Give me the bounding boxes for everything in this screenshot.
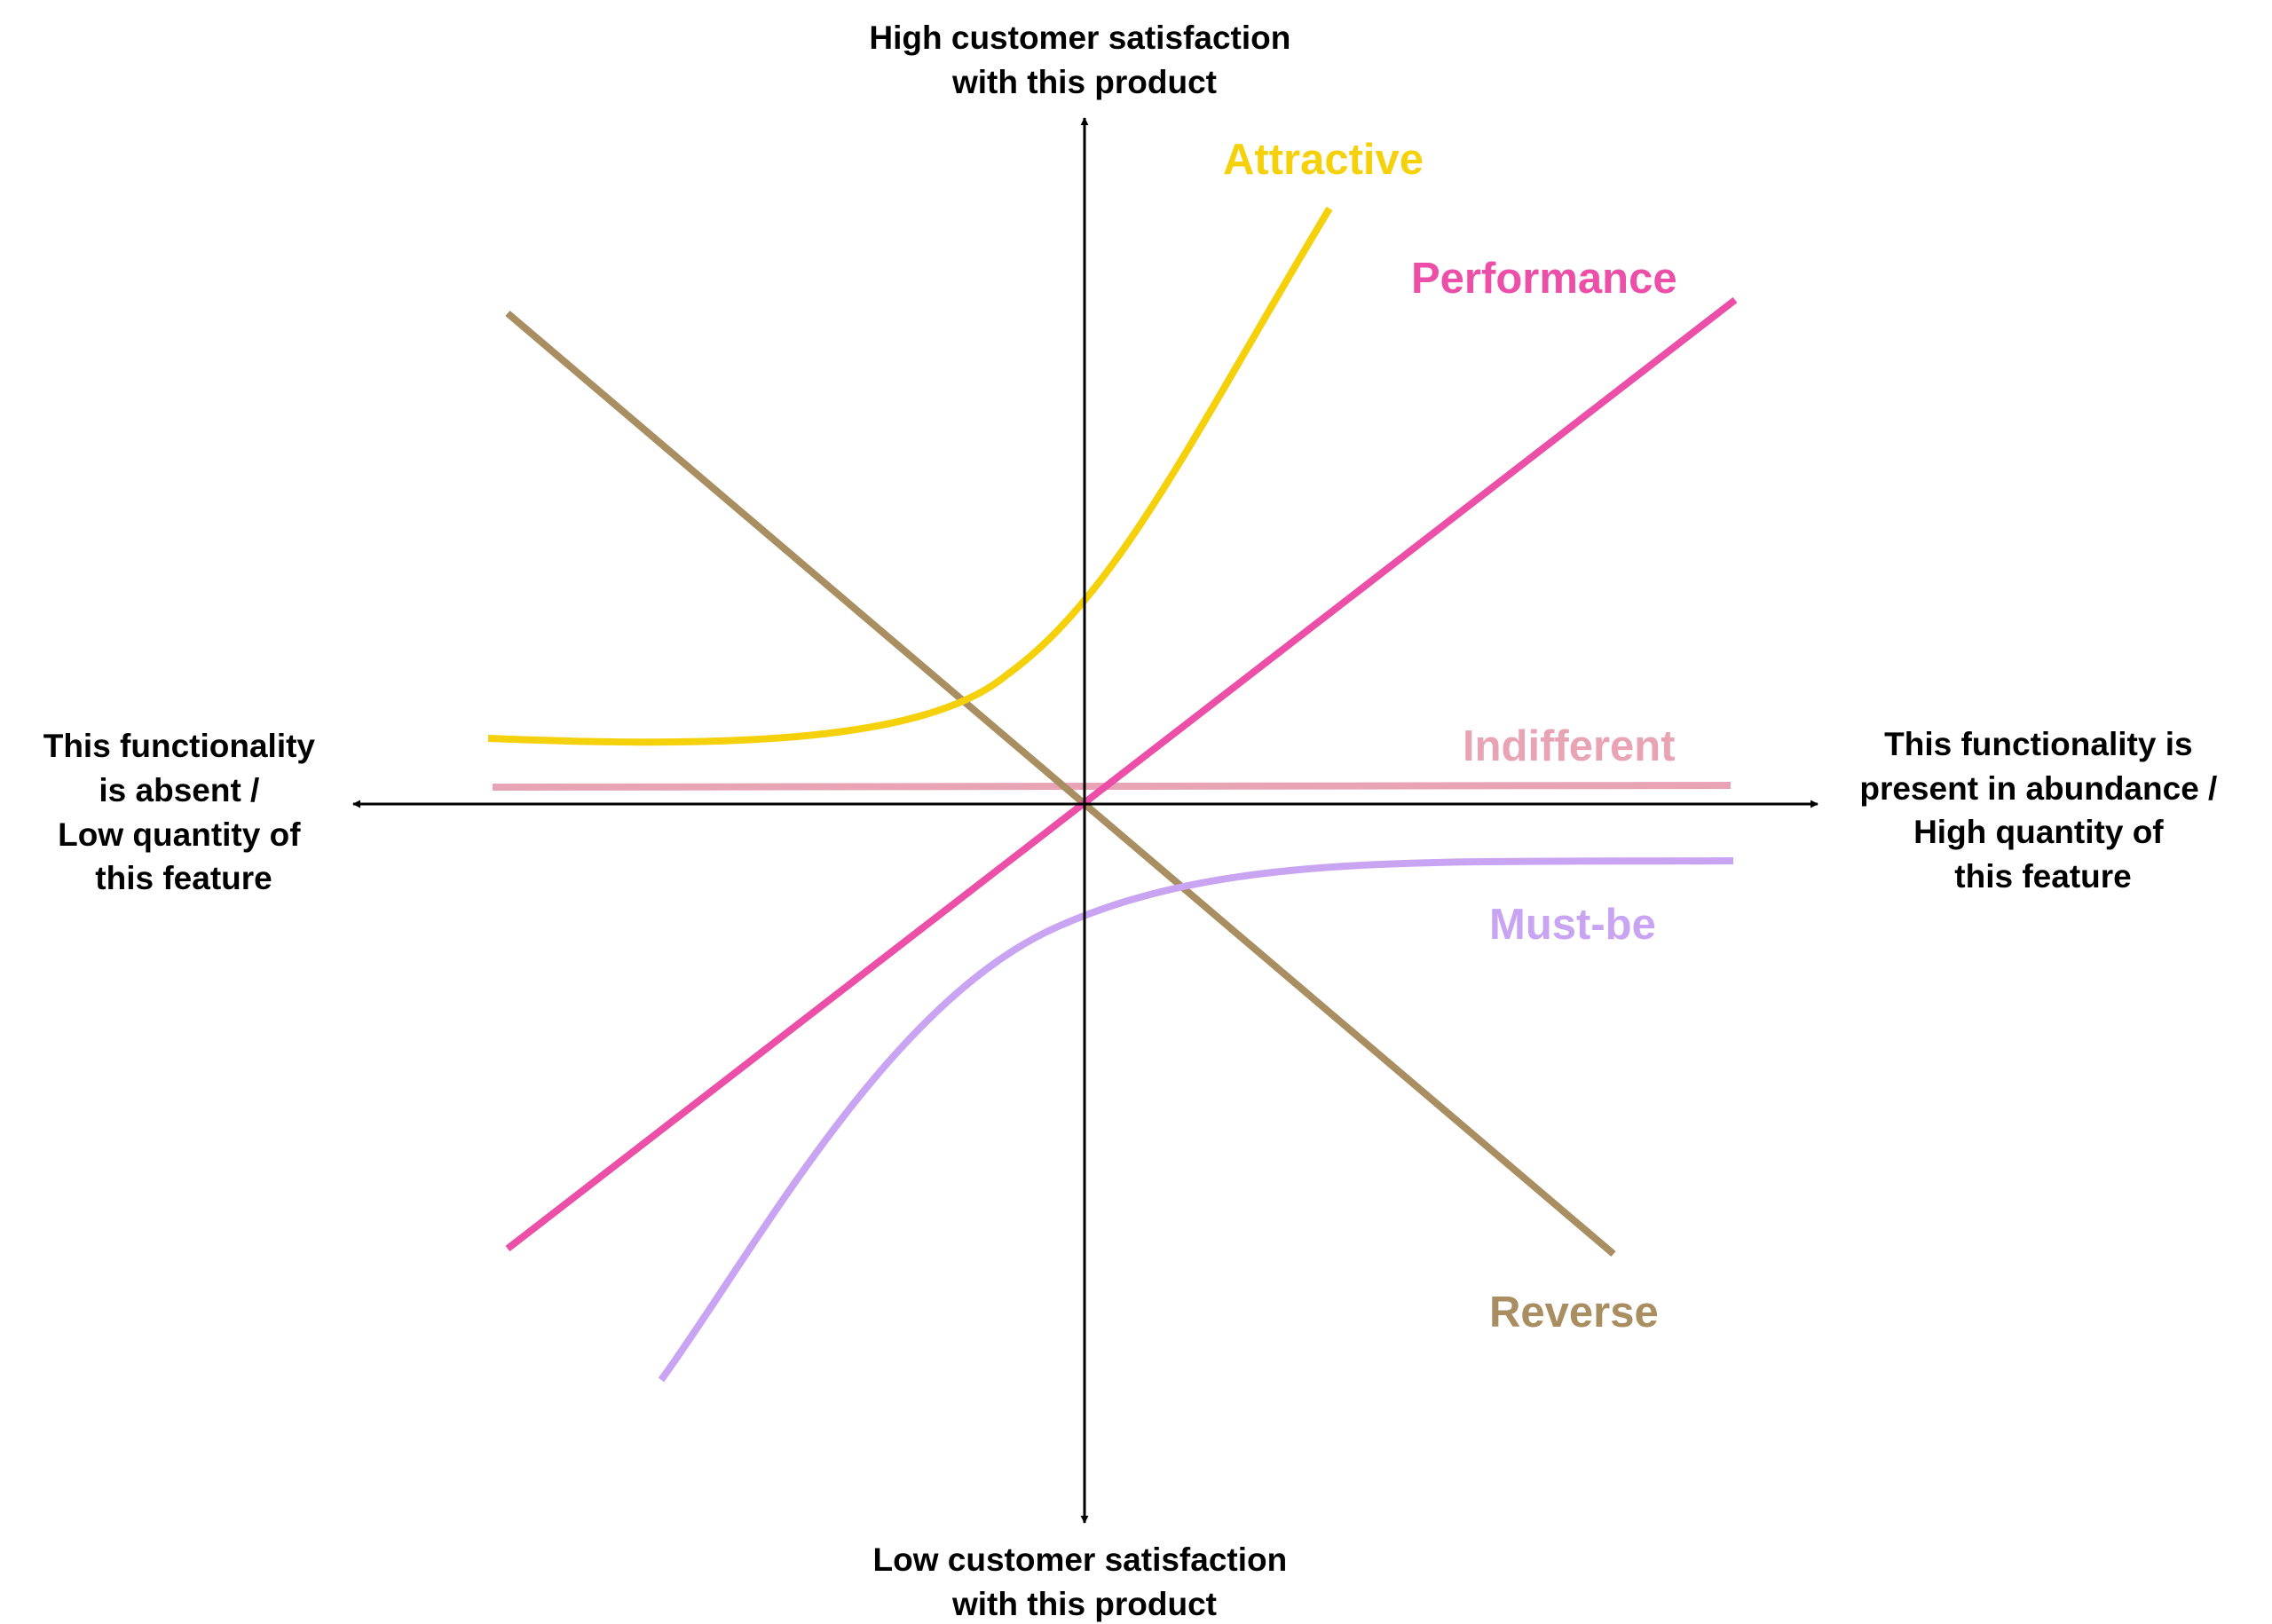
curve-mustbe (658, 857, 1734, 1383)
curve-performance (505, 296, 1738, 1252)
curve-reverse (505, 310, 1616, 1257)
curve-attractive (487, 206, 1333, 746)
label-attractive: Attractive (1223, 136, 1424, 184)
label-performance: Performance (1411, 255, 1677, 303)
bottom-axis-label: Low customer satisfaction with this prod… (873, 1541, 1297, 1622)
top-axis-label: High customer satisfaction with this pro… (869, 20, 1299, 100)
label-indifferent: Indifferent (1463, 722, 1676, 770)
right-axis-label: This functionality is present in abundan… (1859, 726, 2226, 895)
label-reverse: Reverse (1489, 1289, 1659, 1336)
label-mustbe: Must-be (1489, 901, 1656, 949)
left-axis-label: This functionality is absent / Low quant… (43, 728, 325, 896)
